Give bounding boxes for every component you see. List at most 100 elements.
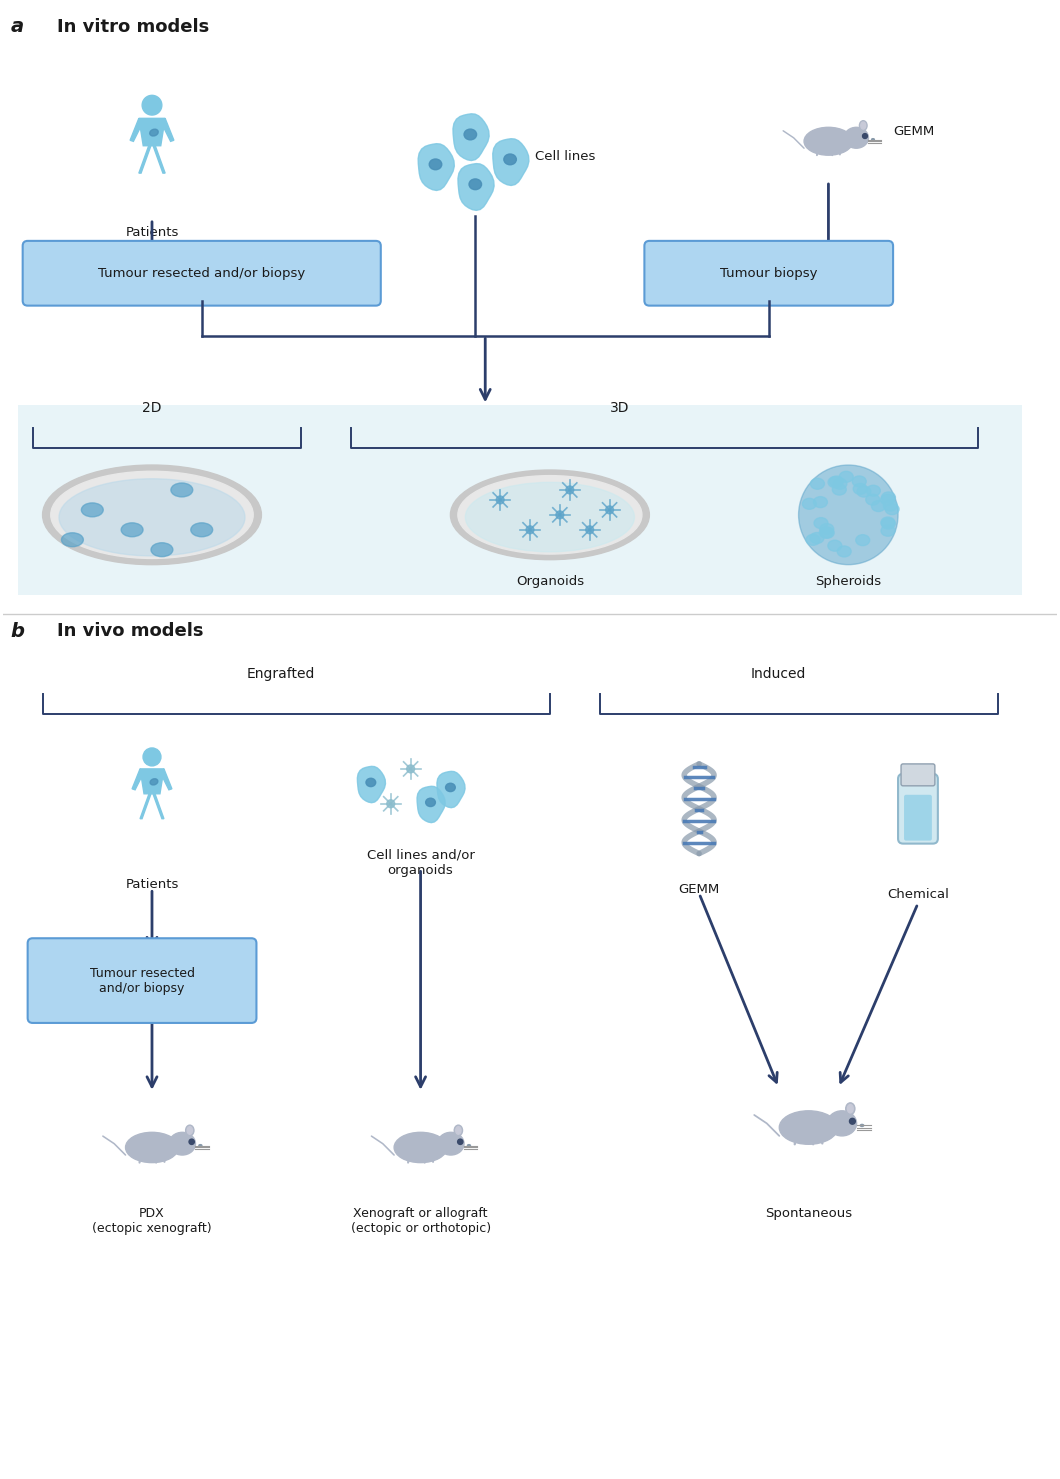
Ellipse shape	[151, 543, 173, 556]
Ellipse shape	[833, 478, 847, 490]
Ellipse shape	[429, 158, 442, 170]
Ellipse shape	[469, 179, 481, 189]
Text: Organoids: Organoids	[516, 575, 584, 587]
Ellipse shape	[820, 527, 834, 538]
Ellipse shape	[191, 522, 213, 537]
Text: GEMM: GEMM	[678, 883, 720, 896]
Ellipse shape	[426, 799, 436, 806]
Text: Tumour resected
and/or biopsy: Tumour resected and/or biopsy	[89, 967, 195, 994]
Polygon shape	[453, 114, 489, 161]
Ellipse shape	[171, 484, 193, 497]
Polygon shape	[153, 146, 165, 173]
Polygon shape	[417, 787, 445, 822]
FancyBboxPatch shape	[644, 241, 894, 306]
Circle shape	[142, 95, 162, 115]
Polygon shape	[132, 769, 143, 790]
Ellipse shape	[881, 525, 895, 537]
Ellipse shape	[779, 1111, 837, 1145]
FancyBboxPatch shape	[28, 938, 257, 1023]
Text: Cell lines: Cell lines	[535, 149, 596, 163]
Circle shape	[496, 495, 505, 504]
Text: Patients: Patients	[125, 226, 179, 240]
Ellipse shape	[42, 464, 262, 565]
Ellipse shape	[125, 1133, 178, 1162]
FancyBboxPatch shape	[904, 794, 932, 840]
Text: b: b	[11, 621, 24, 640]
Ellipse shape	[860, 121, 867, 130]
Ellipse shape	[861, 1124, 864, 1127]
Text: Patients: Patients	[125, 879, 179, 892]
Text: In vitro models: In vitro models	[57, 18, 210, 35]
Ellipse shape	[169, 1133, 195, 1155]
Polygon shape	[153, 794, 164, 819]
Circle shape	[526, 527, 534, 534]
FancyBboxPatch shape	[22, 241, 381, 306]
Ellipse shape	[504, 154, 516, 164]
Ellipse shape	[458, 476, 642, 555]
Text: 2D: 2D	[142, 401, 162, 416]
Circle shape	[566, 487, 573, 494]
Ellipse shape	[121, 522, 143, 537]
Ellipse shape	[871, 500, 885, 512]
Ellipse shape	[59, 479, 245, 556]
Ellipse shape	[394, 1133, 447, 1162]
Text: Xenograft or allograft
(ectopic or orthotopic): Xenograft or allograft (ectopic or ortho…	[351, 1207, 491, 1235]
Ellipse shape	[464, 129, 477, 141]
Ellipse shape	[871, 139, 874, 141]
Ellipse shape	[806, 534, 820, 546]
Text: Chemical: Chemical	[887, 889, 949, 901]
Text: GEMM: GEMM	[894, 124, 934, 138]
Ellipse shape	[883, 500, 897, 512]
Text: Induced: Induced	[750, 667, 807, 682]
Ellipse shape	[866, 485, 880, 495]
Polygon shape	[493, 139, 529, 185]
FancyBboxPatch shape	[898, 774, 938, 843]
Polygon shape	[139, 118, 165, 146]
Ellipse shape	[186, 1126, 194, 1136]
Ellipse shape	[840, 472, 853, 482]
Ellipse shape	[881, 494, 895, 506]
Polygon shape	[437, 772, 465, 808]
Polygon shape	[418, 143, 455, 191]
Polygon shape	[140, 794, 151, 819]
Circle shape	[586, 527, 594, 534]
Text: Spontaneous: Spontaneous	[765, 1207, 852, 1220]
Ellipse shape	[465, 482, 635, 552]
Ellipse shape	[853, 484, 867, 494]
Ellipse shape	[366, 778, 375, 787]
Ellipse shape	[82, 503, 103, 516]
Ellipse shape	[814, 518, 828, 528]
Ellipse shape	[830, 476, 844, 487]
Text: Tumour biopsy: Tumour biopsy	[720, 266, 817, 280]
Text: Engrafted: Engrafted	[247, 667, 316, 682]
Ellipse shape	[445, 784, 456, 791]
Ellipse shape	[837, 546, 851, 558]
Ellipse shape	[832, 484, 846, 495]
Text: In vivo models: In vivo models	[57, 623, 204, 640]
Circle shape	[863, 133, 867, 139]
Ellipse shape	[188, 1127, 193, 1134]
Ellipse shape	[819, 527, 833, 538]
Polygon shape	[458, 164, 494, 210]
Ellipse shape	[151, 779, 158, 785]
Ellipse shape	[811, 478, 825, 490]
Circle shape	[605, 506, 614, 513]
Ellipse shape	[847, 1105, 853, 1112]
Ellipse shape	[882, 493, 896, 503]
Ellipse shape	[881, 518, 895, 528]
Circle shape	[458, 1139, 463, 1145]
Ellipse shape	[852, 476, 866, 487]
Ellipse shape	[813, 497, 828, 507]
Ellipse shape	[885, 504, 899, 515]
Text: a: a	[12, 18, 24, 35]
Ellipse shape	[844, 127, 868, 148]
Ellipse shape	[819, 524, 834, 534]
Ellipse shape	[802, 498, 816, 509]
Circle shape	[849, 1118, 855, 1124]
Ellipse shape	[61, 532, 84, 547]
Polygon shape	[140, 769, 164, 794]
Ellipse shape	[828, 476, 842, 488]
Circle shape	[555, 510, 564, 519]
FancyBboxPatch shape	[18, 405, 1023, 595]
Ellipse shape	[467, 1145, 471, 1146]
